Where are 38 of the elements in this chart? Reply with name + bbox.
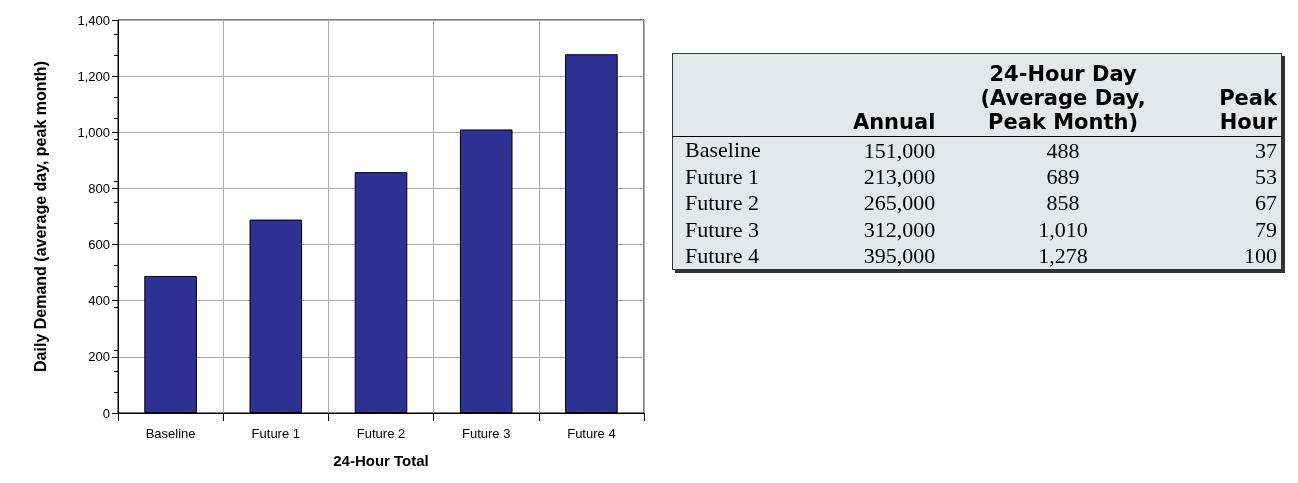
x-tick-label: Future 3 xyxy=(461,426,511,441)
data-label: 100 xyxy=(1243,242,1278,270)
data-label: 79 xyxy=(1254,216,1278,243)
data-label: 395,000 xyxy=(862,242,937,270)
y-tick-label: 400 xyxy=(88,293,110,309)
y-tick-label: 200 xyxy=(88,349,110,365)
data-label: 858 xyxy=(1045,190,1081,217)
y-tick-label: 1,200 xyxy=(77,68,110,84)
data-label: 67 xyxy=(1254,190,1278,217)
x-axis-title: 24-Hour Total xyxy=(333,452,429,469)
x-tick-label: Baseline xyxy=(145,426,196,441)
data-label: 265,000 xyxy=(862,190,937,217)
y-tick-label: 800 xyxy=(88,180,110,196)
data-label: 53 xyxy=(1254,163,1278,191)
category-label: Baseline xyxy=(684,136,762,164)
data-label: 213,000 xyxy=(862,163,937,191)
data-label: 37 xyxy=(1254,136,1278,164)
category-label: Future 1 xyxy=(684,163,760,191)
category-label: Future 3 xyxy=(684,216,760,243)
y-tick-label: 1,000 xyxy=(77,124,110,140)
category-label: Future 4 xyxy=(684,242,760,270)
text: Peak Hour xyxy=(1218,85,1278,137)
data-label: 1,010 xyxy=(1037,216,1089,243)
x-tick-label: Future 2 xyxy=(356,426,406,441)
data-label: 689 xyxy=(1045,163,1081,191)
data-label: 151,000 xyxy=(862,136,937,164)
category-label: Future 2 xyxy=(684,190,760,217)
series-label: Annual xyxy=(851,109,937,137)
y-tick-label: 0 xyxy=(102,405,110,421)
data-label: 312,000 xyxy=(862,216,937,243)
text: 24-Hour Day (Average Day, Peak Month) xyxy=(979,61,1147,137)
y-axis-title: Daily Demand (average day, peak month) xyxy=(31,61,49,372)
y-tick-label: 600 xyxy=(88,237,110,253)
data-label: 1,278 xyxy=(1037,242,1089,270)
x-tick-label: Future 1 xyxy=(251,426,301,441)
data-label: 488 xyxy=(1045,136,1081,164)
x-tick-label: Future 4 xyxy=(567,426,616,441)
y-tick-label: 1,400 xyxy=(77,12,110,28)
